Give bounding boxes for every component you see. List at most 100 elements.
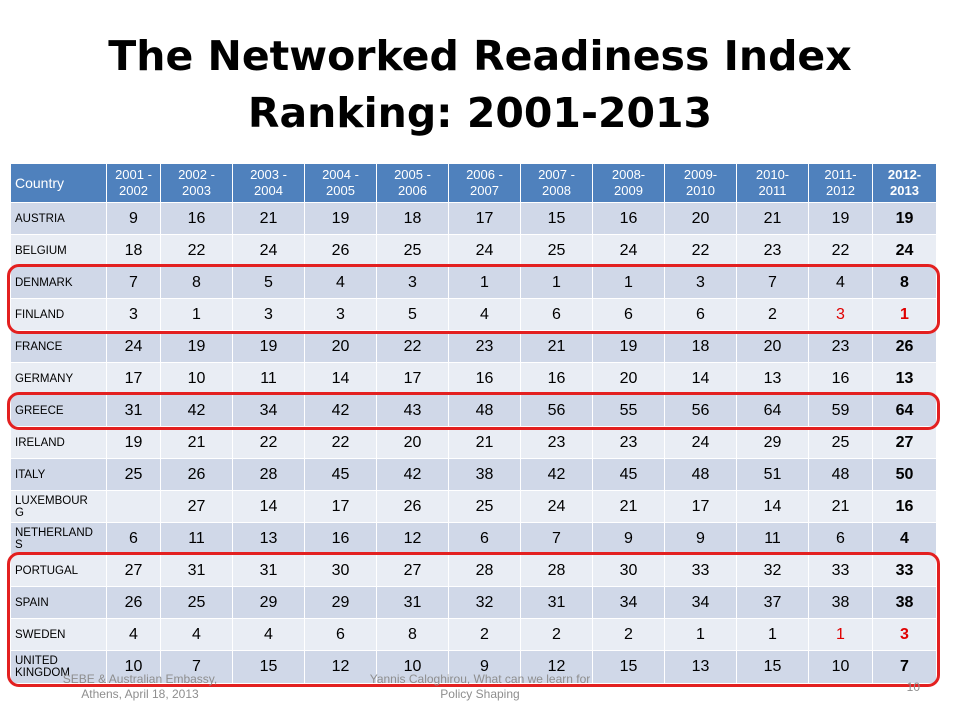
table-row: SPAIN 26 25 29 29 31 32 31 34 34 37 38 38 (10, 586, 937, 619)
year-column-header: 2008- 2009 (592, 163, 665, 203)
rank-cell: 26 (376, 490, 449, 523)
rank-cell: 64 (872, 394, 937, 427)
rank-cell: 13 (232, 522, 305, 555)
rank-cell: 18 (106, 234, 161, 267)
table-row: PORTUGAL 27 31 31 30 27 28 28 30 33 32 33 33 (10, 554, 937, 587)
year-column-header: 2001 -2002 (106, 163, 161, 203)
rank-cell: 32 (448, 586, 521, 619)
rank-cell: 18 (664, 330, 737, 363)
table-row: IRELAND 19 21 22 22 20 21 23 23 24 29 25 27 (10, 426, 937, 459)
rank-cell: 2 (736, 298, 809, 331)
rank-cell: 27 (106, 554, 161, 587)
table-row: FRANCE 24 19 19 20 22 23 21 19 18 20 23 26 (10, 330, 937, 363)
header-text-line: 2005 (326, 183, 355, 198)
rank-cell: 17 (376, 362, 449, 395)
rank-cell: 19 (808, 202, 873, 235)
rank-cell: 21 (448, 426, 521, 459)
year-column-header: 2006 -2007 (448, 163, 521, 203)
rank-cell: 2 (592, 618, 665, 651)
header-text-line: 2004 (254, 183, 283, 198)
rank-cell: 3 (304, 298, 377, 331)
rank-cell: 14 (232, 490, 305, 523)
rank-cell: 59 (808, 394, 873, 427)
rank-cell: 6 (304, 618, 377, 651)
rank-cell: 33 (664, 554, 737, 587)
rank-cell: 24 (664, 426, 737, 459)
rank-cell: 3 (664, 266, 737, 299)
header-text-line: 2008 (542, 183, 571, 198)
rank-cell: 21 (232, 202, 305, 235)
rank-cell: 24 (520, 490, 593, 523)
rank-cell: 2 (520, 618, 593, 651)
rank-cell: 4 (872, 522, 937, 555)
rank-cell: 1 (160, 298, 233, 331)
rank-cell: 21 (736, 202, 809, 235)
rank-cell: 21 (592, 490, 665, 523)
rank-cell: 1 (592, 266, 665, 299)
country-name-line: AUSTRIA (15, 212, 65, 225)
rank-cell: 3 (808, 298, 873, 331)
rank-cell: 31 (520, 586, 593, 619)
header-text-line: 2012- (887, 167, 922, 182)
country-name-line: UNITED (15, 655, 58, 667)
rank-cell: 1 (448, 266, 521, 299)
country-name-line: DENMARK (15, 276, 73, 289)
rank-cell: 21 (520, 330, 593, 363)
rank-cell: 23 (520, 426, 593, 459)
year-column-header: 2003 -2004 (232, 163, 305, 203)
header-text-line: 2010 (686, 183, 715, 198)
header-text-line: 2009 (614, 183, 643, 198)
rank-cell: 15 (520, 202, 593, 235)
header-text-line: 2011 (758, 183, 787, 198)
rank-cell: 34 (592, 586, 665, 619)
rank-cell: 38 (808, 586, 873, 619)
rank-cell: 10 (106, 650, 161, 684)
table-row: BELGIUM 18 22 24 26 25 24 25 24 22 23 22 24 (10, 234, 937, 267)
header-text-line: 2009- (683, 167, 718, 182)
rank-cell: 48 (448, 394, 521, 427)
rank-cell: 4 (106, 618, 161, 651)
country-name-line: PORTUGAL (15, 564, 79, 577)
rank-cell: 56 (520, 394, 593, 427)
country-name-line: SPAIN (15, 596, 49, 609)
rank-cell: 26 (160, 458, 233, 491)
rank-cell: 23 (448, 330, 521, 363)
rank-cell: 4 (808, 266, 873, 299)
table-row: FINLAND 3 1 3 3 5 4 6 6 6 2 3 1 (10, 298, 937, 331)
country-name-line: FRANCE (15, 340, 63, 353)
country-cell: UNITED KINGDOM (10, 650, 107, 684)
rank-cell: 26 (304, 234, 377, 267)
rank-cell: 22 (808, 234, 873, 267)
table-row: AUSTRIA 9 16 21 19 18 17 15 16 20 21 19 19 (10, 202, 937, 235)
rank-cell: 8 (376, 618, 449, 651)
rank-cell: 28 (520, 554, 593, 587)
footer-center-line-2: Policy Shaping (440, 687, 520, 701)
slide-title: The Networked Readiness Index Ranking: 2… (0, 28, 960, 142)
rank-cell: 13 (736, 362, 809, 395)
rank-cell: 10 (160, 362, 233, 395)
country-cell: FINLAND (10, 298, 107, 331)
year-column-header: 2009- 2010 (664, 163, 737, 203)
rank-cell: 26 (872, 330, 937, 363)
country-cell: LUXEMBOUR G (10, 490, 107, 523)
rank-cell: 33 (872, 554, 937, 587)
title-line-1: The Networked Readiness Index (108, 32, 852, 80)
rank-cell: 23 (808, 330, 873, 363)
table-row: LUXEMBOUR G 27 14 17 26 25 24 21 17 14 21 16 (10, 490, 937, 523)
rank-cell: 19 (160, 330, 233, 363)
rank-cell: 18 (376, 202, 449, 235)
rank-cell: 16 (448, 362, 521, 395)
rank-cell (106, 490, 161, 523)
country-name-line: IRELAND (15, 436, 65, 449)
table-row: DENMARK 7 8 5 4 3 1 1 1 3 7 4 8 (10, 266, 937, 299)
rank-cell: 25 (520, 234, 593, 267)
rank-cell: 30 (592, 554, 665, 587)
rank-cell: 29 (232, 586, 305, 619)
rank-cell: 55 (592, 394, 665, 427)
rank-cell: 2 (448, 618, 521, 651)
rank-cell: 48 (664, 458, 737, 491)
header-text-line: 2007 (470, 183, 499, 198)
rank-cell: 16 (520, 362, 593, 395)
rank-cell: 17 (448, 202, 521, 235)
rank-cell: 24 (106, 330, 161, 363)
